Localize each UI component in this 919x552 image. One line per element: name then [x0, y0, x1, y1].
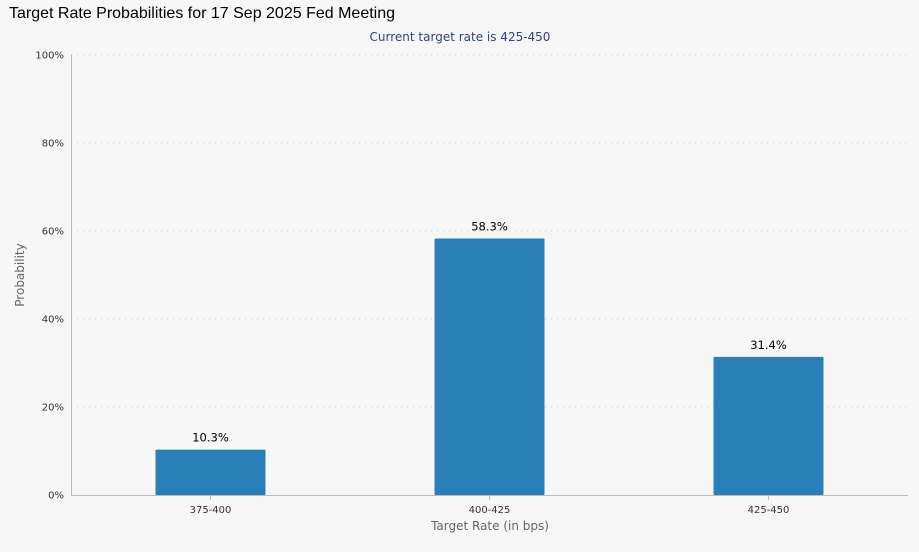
x-axis-ticks: 375-400 400-425 425-450	[190, 495, 790, 516]
bar-425-450[interactable]	[713, 356, 824, 495]
y-tick-label: 60%	[42, 227, 64, 238]
x-tick-label: 400-425	[469, 505, 511, 516]
x-tick-label: 375-400	[190, 505, 232, 516]
y-tick-label: 40%	[42, 315, 64, 326]
data-label: 10.3%	[192, 431, 229, 445]
bar-400-425[interactable]	[434, 238, 545, 496]
y-tick-label: 100%	[35, 51, 64, 62]
y-axis-ticks: 0% 20% 40% 60% 80% 100%	[35, 51, 64, 502]
data-labels: 10.3% 58.3% 31.4%	[192, 219, 787, 444]
data-label: 31.4%	[750, 338, 787, 352]
axes	[71, 55, 908, 496]
chart-subtitle: Current target rate is 425-450	[370, 30, 551, 44]
y-tick-label: 20%	[42, 403, 64, 414]
bar-375-400[interactable]	[155, 449, 266, 495]
x-axis-label: Target Rate (in bps)	[430, 519, 549, 533]
x-tick-label: 425-450	[748, 505, 790, 516]
chart-title: Target Rate Probabilities for 17 Sep 202…	[9, 5, 396, 22]
y-tick-label: 80%	[42, 139, 64, 150]
bars	[155, 238, 824, 496]
y-axis-label: Probability	[13, 243, 27, 306]
y-tick-label: 0%	[48, 491, 64, 502]
data-label: 58.3%	[471, 219, 508, 233]
